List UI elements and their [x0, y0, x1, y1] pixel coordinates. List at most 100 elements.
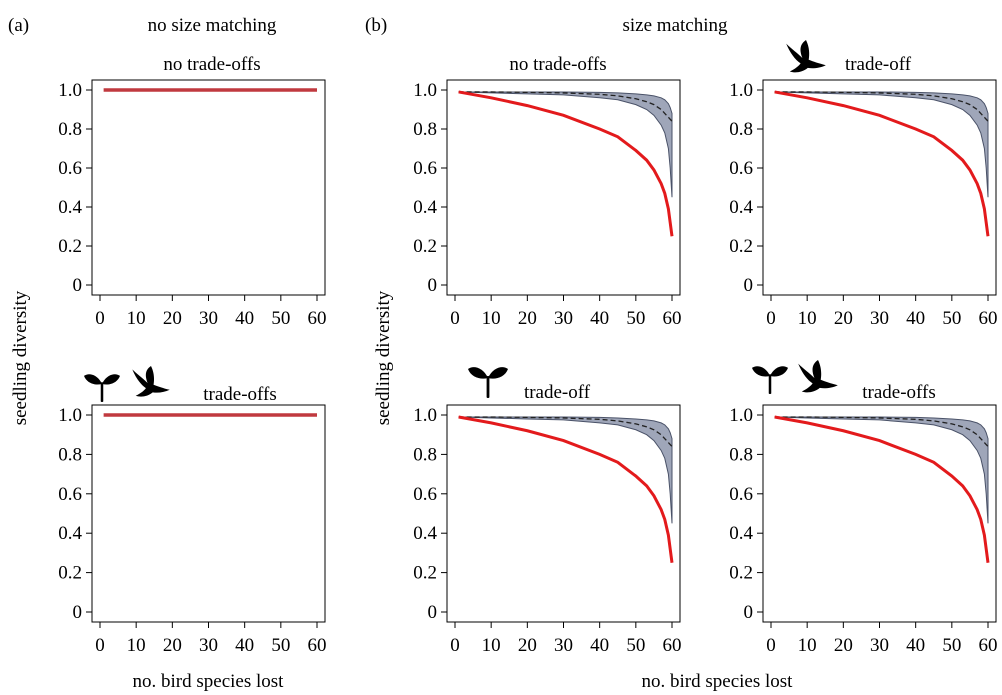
x-tick-label: 20: [163, 308, 182, 329]
panel-a-header: no size matching: [148, 15, 277, 36]
x-tick-label: 30: [870, 635, 889, 656]
x-tick-label: 60: [308, 308, 327, 329]
x-tick-label: 60: [979, 635, 998, 656]
x-tick-label: 60: [663, 308, 682, 329]
y-tick-label: 0.6: [413, 158, 437, 179]
y-tick-label: 0.6: [58, 484, 82, 505]
panel-b-label: (b): [365, 15, 387, 36]
y-tick-label: 0: [744, 275, 754, 296]
y-tick-label: 0: [744, 602, 754, 623]
y-tick-label: 0: [73, 602, 83, 623]
x-tick-label: 10: [127, 635, 146, 656]
seedling-icon: [752, 366, 788, 394]
y-tick-label: 1.0: [729, 80, 753, 101]
y-tick-label: 0.6: [58, 158, 82, 179]
null-model-mean-line: [774, 416, 989, 447]
y-tick-label: 1.0: [58, 80, 82, 101]
panel-b-header: size matching: [623, 15, 728, 36]
chart-panel-no-size-matching-no-trade-offs: 0 0.2 0.4 0.6 0.8 1.0 0 10 20 30 40 50 60: [58, 79, 327, 329]
x-tick-label: 40: [235, 308, 254, 329]
x-tick-label: 50: [942, 308, 961, 329]
panel-title-2: trade-offs: [203, 384, 277, 405]
y-tick-label: 0.2: [413, 236, 437, 257]
y-tick-label: 0.8: [58, 444, 82, 465]
x-tick-label: 40: [235, 635, 254, 656]
panel-title-3: no trade-offs: [509, 54, 606, 75]
null-model-band: [774, 91, 989, 198]
x-tick-label: 10: [482, 308, 501, 329]
x-tick-label: 10: [482, 635, 501, 656]
y-tick-label: 0.6: [413, 484, 437, 505]
y-tick-label: 0.2: [729, 563, 753, 584]
panel-icons-4: [786, 40, 826, 73]
x-tick-label: 40: [906, 635, 925, 656]
x-tick-label: 40: [906, 308, 925, 329]
y-tick-label: 1.0: [58, 405, 82, 426]
x-tick-label: 20: [518, 635, 537, 656]
observed-series-line: [774, 415, 990, 563]
seedling-icon: [84, 374, 120, 402]
panel-title-4: trade-off: [845, 54, 912, 75]
plot-frame: [762, 404, 997, 623]
y-tick-label: 0.2: [58, 563, 82, 584]
plot-frame: [91, 404, 326, 623]
y-tick-label: 0.6: [729, 484, 753, 505]
panel-title-5: trade-off: [524, 382, 591, 403]
chart-panel-size-matching-no-trade-offs: 0 0.2 0.4 0.6 0.8 1.0 0 10 20 30 40 50 60: [413, 79, 682, 329]
x-tick-label: 0: [95, 635, 105, 656]
y-tick-label: 0.4: [58, 523, 82, 544]
y-tick-label: 0.6: [729, 158, 753, 179]
chart-panel-size-matching-seedling-trade-off: 0 0.2 0.4 0.6 0.8 1.0 0 10 20 30 40 50 60: [413, 404, 682, 656]
plot-frame: [446, 79, 681, 296]
x-tick-label: 60: [979, 308, 998, 329]
panel-title-1: no trade-offs: [163, 54, 260, 75]
y-tick-label: 0.2: [413, 563, 437, 584]
panel-icons-5: [468, 367, 508, 398]
x-tick-label: 50: [942, 635, 961, 656]
y-tick-label: 0: [73, 275, 83, 296]
x-tick-label: 20: [518, 308, 537, 329]
y-tick-label: 0.8: [729, 119, 753, 140]
y-axis-label-b: seedling diversity: [373, 290, 394, 425]
panel-a-label: (a): [8, 15, 29, 36]
bird-icon: [132, 366, 170, 397]
x-tick-label: 20: [834, 308, 853, 329]
x-tick-label: 0: [450, 635, 460, 656]
y-tick-label: 0.8: [729, 444, 753, 465]
plot-frame: [446, 404, 681, 623]
y-tick-label: 1.0: [413, 405, 437, 426]
bird-icon: [798, 360, 838, 393]
plot-frame: [91, 79, 326, 296]
null-model-mean-line: [458, 91, 673, 122]
x-tick-label: 50: [271, 308, 290, 329]
y-tick-label: 0.4: [413, 523, 437, 544]
x-tick-label: 60: [663, 635, 682, 656]
y-tick-label: 0.4: [729, 197, 753, 218]
y-tick-label: 0.8: [413, 119, 437, 140]
panel-icons-6: [752, 360, 838, 394]
x-tick-label: 10: [127, 308, 146, 329]
x-tick-label: 30: [554, 308, 573, 329]
x-tick-label: 30: [554, 635, 573, 656]
y-tick-label: 0.8: [58, 119, 82, 140]
seedling-icon: [468, 367, 508, 398]
y-tick-label: 0.4: [413, 197, 437, 218]
y-tick-label: 0.4: [58, 197, 82, 218]
y-tick-label: 0: [428, 275, 438, 296]
chart-panel-size-matching-both-trade-offs: 0 0.2 0.4 0.6 0.8 1.0 0 10 20 30 40 50 60: [729, 404, 998, 656]
x-tick-label: 30: [870, 308, 889, 329]
x-tick-label: 0: [95, 308, 105, 329]
observed-series-line: [774, 90, 990, 237]
x-tick-label: 50: [626, 308, 645, 329]
y-tick-label: 1.0: [413, 80, 437, 101]
chart-panel-no-size-matching-trade-offs: 0 0.2 0.4 0.6 0.8 1.0 0 10 20 30 40 50 60: [58, 404, 327, 656]
x-tick-label: 20: [834, 635, 853, 656]
x-tick-label: 60: [308, 635, 327, 656]
x-tick-label: 30: [199, 308, 218, 329]
x-tick-label: 30: [199, 635, 218, 656]
y-tick-label: 0.2: [58, 236, 82, 257]
y-axis-label-a: seedling diversity: [10, 290, 31, 425]
x-tick-label: 0: [766, 635, 776, 656]
observed-series-line: [458, 90, 674, 237]
